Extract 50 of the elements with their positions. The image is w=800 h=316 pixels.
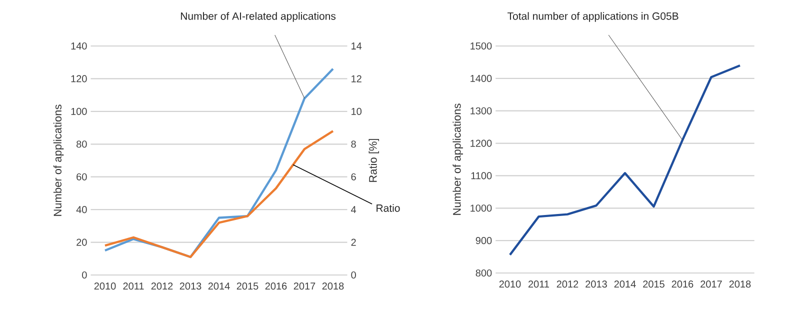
y-axis-title: Number of applications [53,104,64,216]
x-tick-label: 2012 [556,280,578,288]
y-tick-label: 100 [71,108,87,115]
y2-tick-label: 14 [352,42,362,50]
y2-tick-label: 4 [351,206,356,214]
text: Ratio [376,204,400,212]
line-series [508,64,742,256]
y2-tick-label: 2 [351,238,356,246]
y-tick-label: 60 [76,173,87,180]
y-axis-title: Number of applications [452,104,463,215]
y-tick-label: 900 [476,237,492,244]
x-tick-label: 2013 [180,282,202,290]
x-tick-label: 2011 [123,282,144,290]
y-tick-label: 1200 [470,140,492,147]
x-tick-label: 2018 [729,280,751,288]
x-tick-label: 2011 [528,280,549,288]
y-tick-label: 1500 [470,42,492,50]
y-tick-label: 40 [76,206,87,214]
x-tick-label: 2012 [151,282,173,290]
x-tick-label: 2017 [700,280,722,288]
x-tick-label: 2016 [672,280,694,288]
y-tick-label: 80 [76,140,87,148]
y2-tick-label: 12 [352,75,362,82]
y-tick-label: 20 [76,238,87,246]
y-tick-label: 800 [476,269,492,277]
y2-tick-label: 6 [351,173,356,180]
y-tick-label: 1300 [470,107,492,114]
text: Total number of applications in G05B [508,12,678,22]
y-tick-label: 1400 [470,74,492,82]
x-tick-label: 2014 [208,282,230,290]
x-tick-label: 2017 [294,282,316,290]
x-tick-label: 2010 [94,282,116,290]
y-tick-label: 140 [71,42,87,50]
x-tick-label: 2013 [586,280,607,288]
x-tick-label: 2015 [643,280,664,288]
y2-axis-title: Ratio [%] [368,138,380,182]
y-tick-label: 1100 [471,172,492,180]
x-tick-label: 2010 [499,280,521,288]
y2-tick-label: 0 [351,271,356,279]
text: Number of AI-related applications [180,12,336,22]
y-tick-label: 1000 [470,204,492,212]
x-tick-label: 2014 [614,280,636,288]
x-tick-label: 2015 [236,282,258,290]
y-tick-label: 0 [82,271,87,279]
y2-tick-label: 8 [351,140,356,148]
y-tick-label: 120 [71,75,87,82]
y2-tick-label: 10 [352,108,362,115]
x-tick-label: 2018 [322,282,344,290]
line-series [104,130,334,258]
x-tick-label: 2016 [265,282,287,290]
